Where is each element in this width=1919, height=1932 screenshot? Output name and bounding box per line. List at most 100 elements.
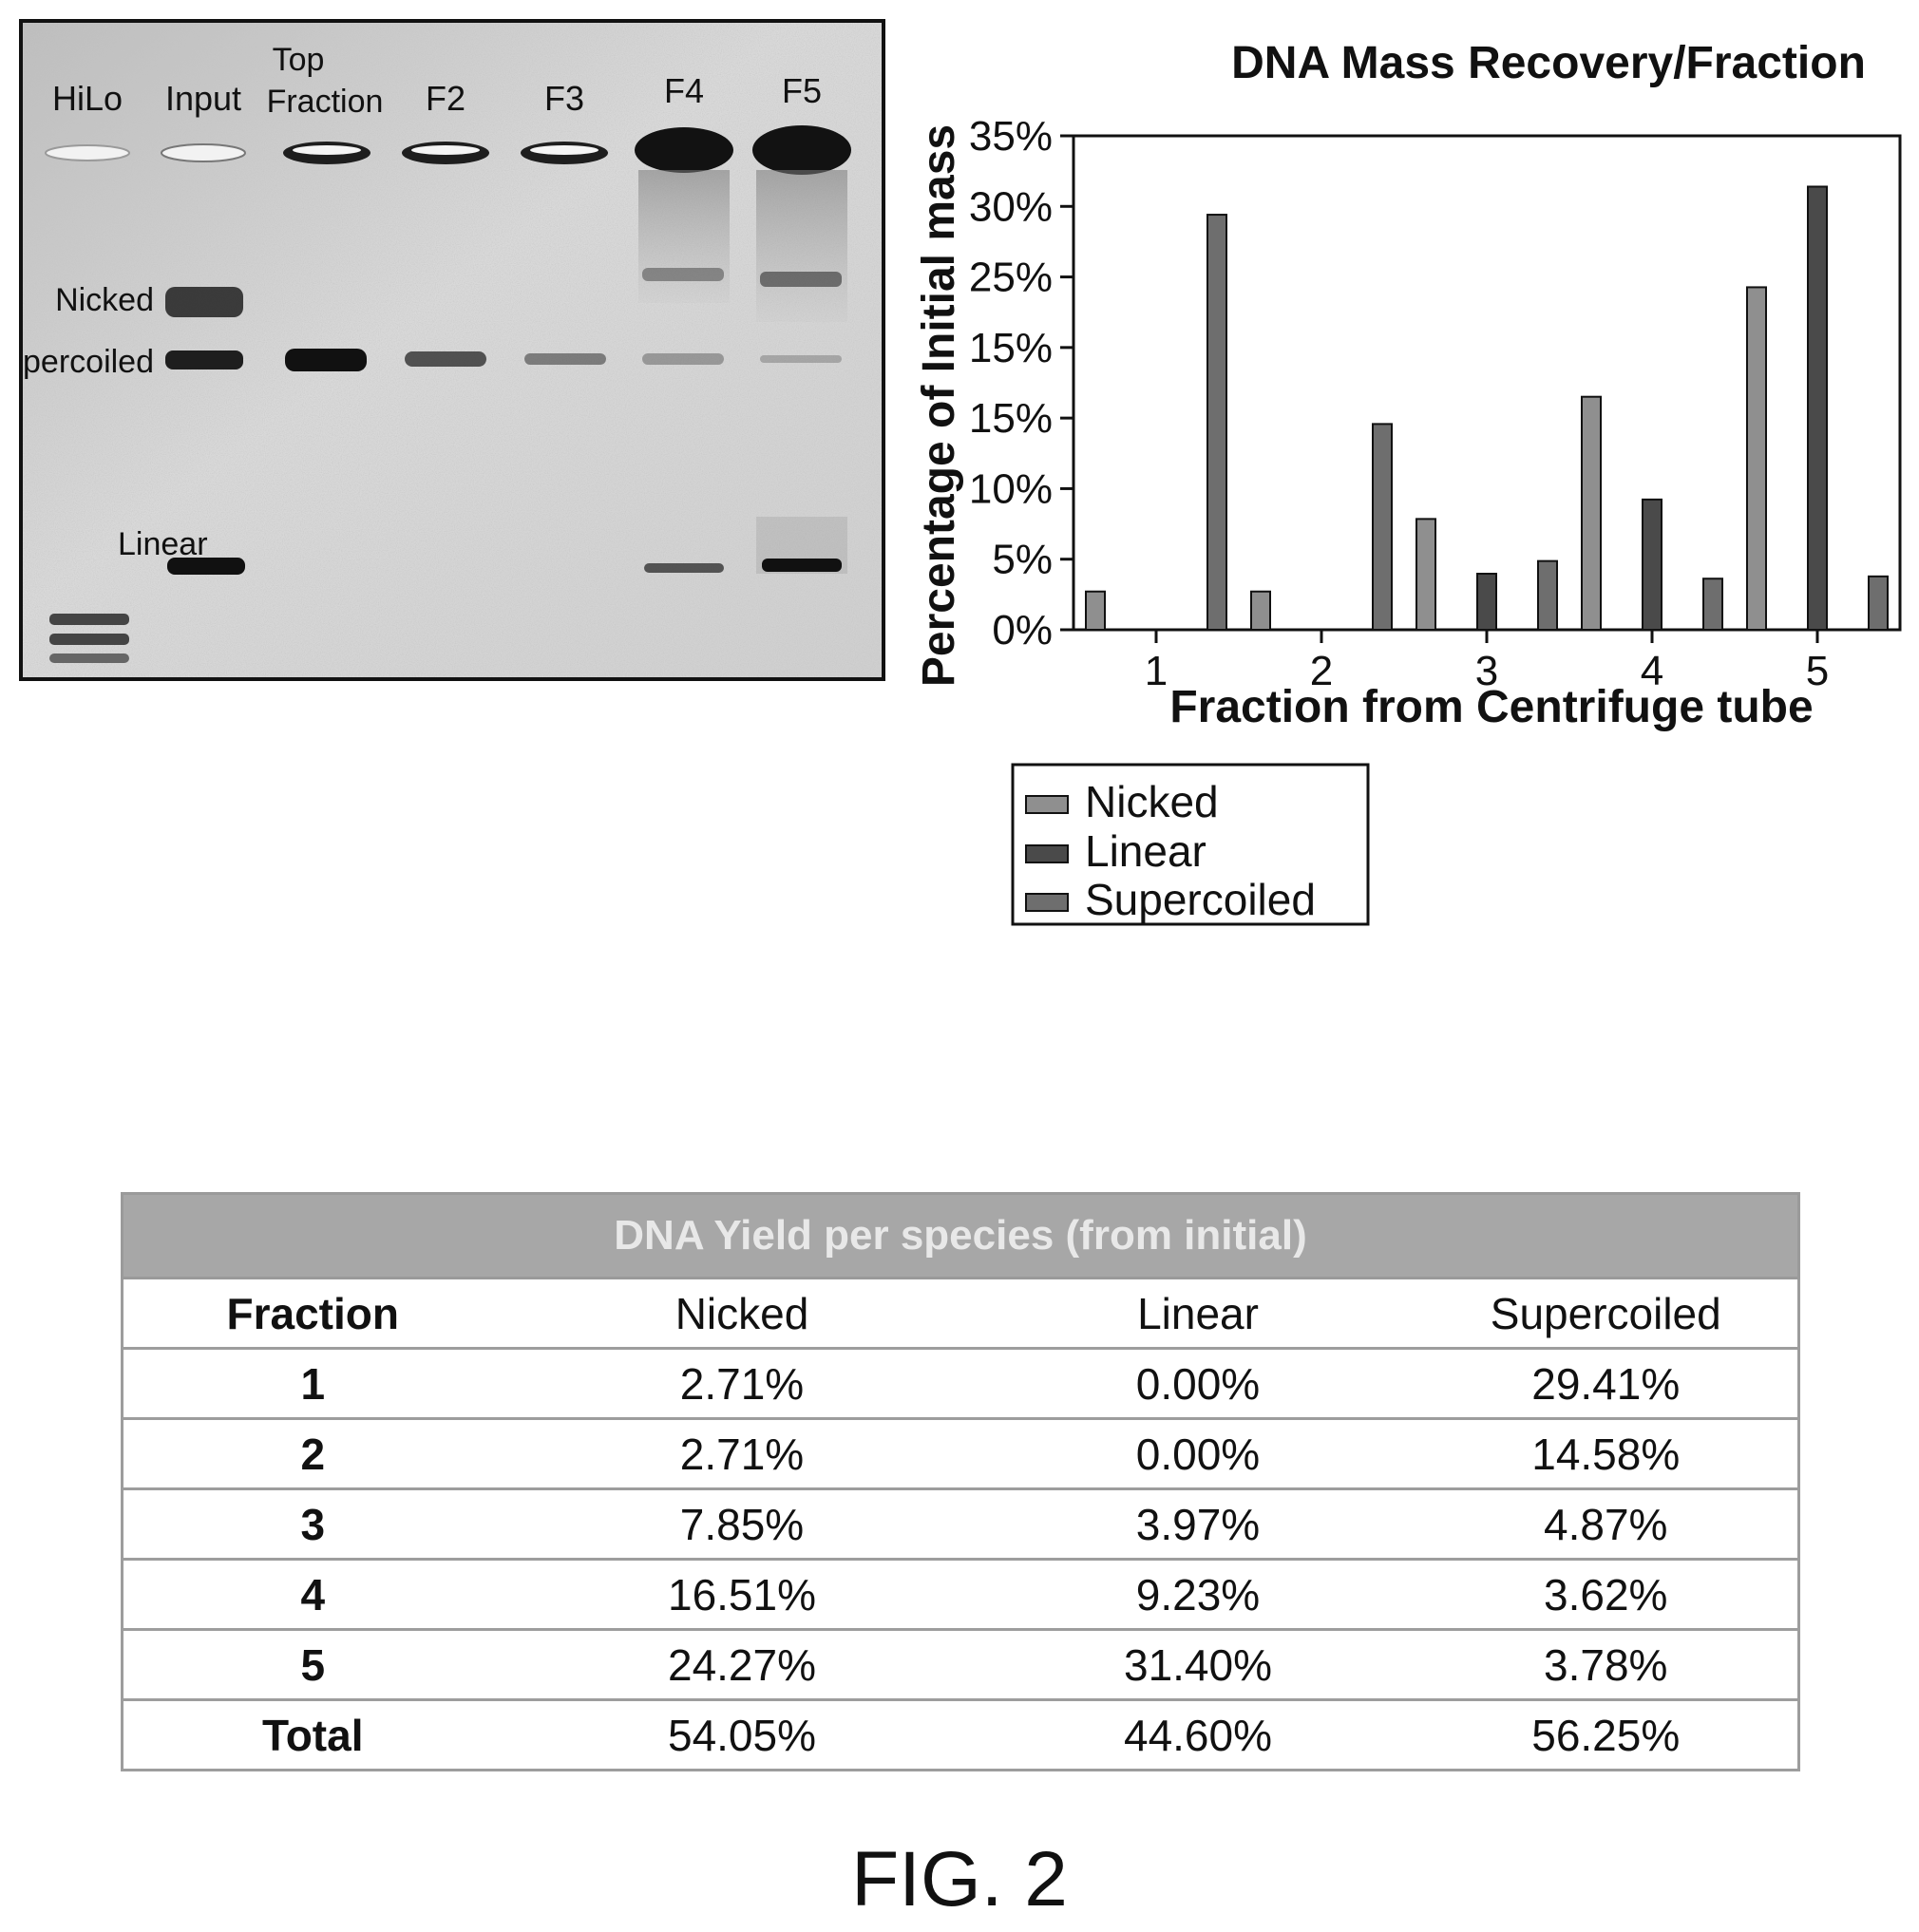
bar-nicked-5 xyxy=(1746,286,1767,631)
table-row: 1 2.71% 0.00% 29.41% xyxy=(121,1348,1800,1420)
band-input-nicked xyxy=(165,287,243,317)
band-f3-supercoiled xyxy=(524,353,606,365)
y-tick-label: 15% xyxy=(969,325,1053,371)
table-cell: 14.58% xyxy=(1414,1418,1800,1490)
x-tick-label: 5 xyxy=(1806,648,1829,694)
table-cell: 54.05% xyxy=(502,1699,982,1771)
legend-label-supercoiled: Supercoiled xyxy=(1085,875,1316,924)
plot-area: 0% 5% 10% 15% 15% 25% 30% 35% 1 2 3 4 5 xyxy=(969,113,1902,694)
bar-linear-5 xyxy=(1807,185,1828,631)
band-input-supercoiled xyxy=(165,350,243,369)
chart-title: DNA Mass Recovery/Fraction xyxy=(1231,38,1866,88)
yield-table: DNA Yield per species (from initial) Fra… xyxy=(121,1192,1800,1771)
y-tick-label: 30% xyxy=(969,183,1053,230)
lane-label-f4: F4 xyxy=(664,71,704,110)
lane-label-f3: F3 xyxy=(544,79,584,118)
band-top-supercoiled xyxy=(285,349,367,371)
band-input-linear xyxy=(167,558,245,575)
bar-chart: DNA Mass Recovery/Fraction Percentage of… xyxy=(912,19,1919,931)
table-row: 2 2.71% 0.00% 14.58% xyxy=(121,1418,1800,1490)
table-row: 4 16.51% 9.23% 3.62% xyxy=(121,1559,1800,1631)
table-cell: 29.41% xyxy=(1414,1348,1800,1420)
figure-label: FIG. 2 xyxy=(851,1836,1068,1923)
band-f2-supercoiled xyxy=(405,351,486,367)
legend-label-nicked: Nicked xyxy=(1085,777,1219,826)
column-header: Fraction xyxy=(121,1278,503,1350)
legend-label-linear: Linear xyxy=(1085,826,1206,876)
table-cell: 4 xyxy=(121,1559,503,1631)
bar-supercoiled-5 xyxy=(1868,575,1889,632)
table-cell: 7.85% xyxy=(502,1488,982,1561)
table-cell: Total xyxy=(121,1699,503,1771)
x-tick-label: 1 xyxy=(1145,648,1168,694)
table-cell: 31.40% xyxy=(981,1629,1415,1701)
table-cell: 24.27% xyxy=(502,1629,982,1701)
table-header-row: Fraction Nicked Linear Supercoiled xyxy=(121,1278,1800,1350)
bar-linear-4 xyxy=(1642,498,1662,631)
table-cell: 5 xyxy=(121,1629,503,1701)
gel-band-labels: Nicked Supercoiled Linear xyxy=(23,282,208,562)
table-cell: 4.87% xyxy=(1414,1488,1800,1561)
y-tick-label: 10% xyxy=(969,465,1053,512)
table-row: 5 24.27% 31.40% 3.78% xyxy=(121,1629,1800,1701)
band-f5-linear xyxy=(762,559,842,572)
lane-label-fraction: Fraction xyxy=(267,84,384,120)
x-tick-label: 3 xyxy=(1475,648,1498,694)
band-hilo-1 xyxy=(49,614,129,625)
gel-lane-labels: HiLo Input Top Fraction F2 F3 F4 F5 xyxy=(52,42,822,120)
well-input xyxy=(161,143,246,162)
legend: Nicked Linear Supercoiled xyxy=(1011,763,1370,926)
table-cell: 56.25% xyxy=(1414,1699,1800,1771)
well-f4 xyxy=(635,127,733,173)
bar-nicked-4 xyxy=(1581,395,1602,631)
bar-linear-3 xyxy=(1476,573,1497,632)
band-f5-nicked xyxy=(760,272,842,287)
well-f5 xyxy=(752,125,851,175)
column-header: Nicked xyxy=(502,1278,982,1350)
band-f5-supercoiled xyxy=(760,355,842,363)
band-hilo-2 xyxy=(49,634,129,645)
table-cell: 3.97% xyxy=(981,1488,1415,1561)
bar-supercoiled-4 xyxy=(1702,578,1723,632)
table-cell: 3 xyxy=(121,1488,503,1561)
gel-image: HiLo Input Top Fraction F2 F3 F4 F5 Nick… xyxy=(19,19,885,681)
x-tick-label: 4 xyxy=(1641,648,1663,694)
well-f2-hole xyxy=(411,145,480,155)
table-cell: 2 xyxy=(121,1418,503,1490)
legend-swatch-supercoiled xyxy=(1025,893,1069,912)
gel-wells xyxy=(45,125,851,175)
y-tick-label: 25% xyxy=(969,255,1053,301)
bar-supercoiled-3 xyxy=(1537,559,1558,631)
table-row: 3 7.85% 3.97% 4.87% xyxy=(121,1488,1800,1561)
gel-svg: HiLo Input Top Fraction F2 F3 F4 F5 Nick… xyxy=(23,23,882,677)
table-title: DNA Yield per species (from initial) xyxy=(121,1192,1800,1279)
table-cell: 3.62% xyxy=(1414,1559,1800,1631)
x-axis-label: Fraction from Centrifuge tube xyxy=(1169,682,1813,732)
table-row-total: Total 54.05% 44.60% 56.25% xyxy=(121,1699,1800,1771)
band-f4-nicked xyxy=(642,268,724,281)
bar-supercoiled-2 xyxy=(1372,423,1393,631)
table-cell: 2.71% xyxy=(502,1348,982,1420)
y-tick-label: 15% xyxy=(969,395,1053,442)
bar-nicked-3 xyxy=(1416,518,1436,631)
plot-frame xyxy=(1072,134,1902,632)
bar-supercoiled-1 xyxy=(1206,214,1227,631)
smear-f5 xyxy=(756,170,847,322)
legend-box xyxy=(1011,763,1370,926)
bar-nicked-2 xyxy=(1250,590,1271,631)
legend-swatch-nicked xyxy=(1025,795,1069,814)
smear-f4 xyxy=(638,170,730,303)
band-f4-linear xyxy=(644,563,724,573)
well-hilo xyxy=(45,144,130,161)
column-header: Supercoiled xyxy=(1414,1278,1800,1350)
lane-label-f5: F5 xyxy=(782,71,822,110)
table-cell: 1 xyxy=(121,1348,503,1420)
band-f4-supercoiled xyxy=(642,353,724,365)
gel-grain xyxy=(23,23,882,677)
legend-swatch-linear xyxy=(1025,844,1069,863)
table-cell: 0.00% xyxy=(981,1348,1415,1420)
band-label-supercoiled: Supercoiled xyxy=(23,344,154,380)
table-cell: 9.23% xyxy=(981,1559,1415,1631)
lane-label-input: Input xyxy=(165,79,241,118)
table-cell: 16.51% xyxy=(502,1559,982,1631)
